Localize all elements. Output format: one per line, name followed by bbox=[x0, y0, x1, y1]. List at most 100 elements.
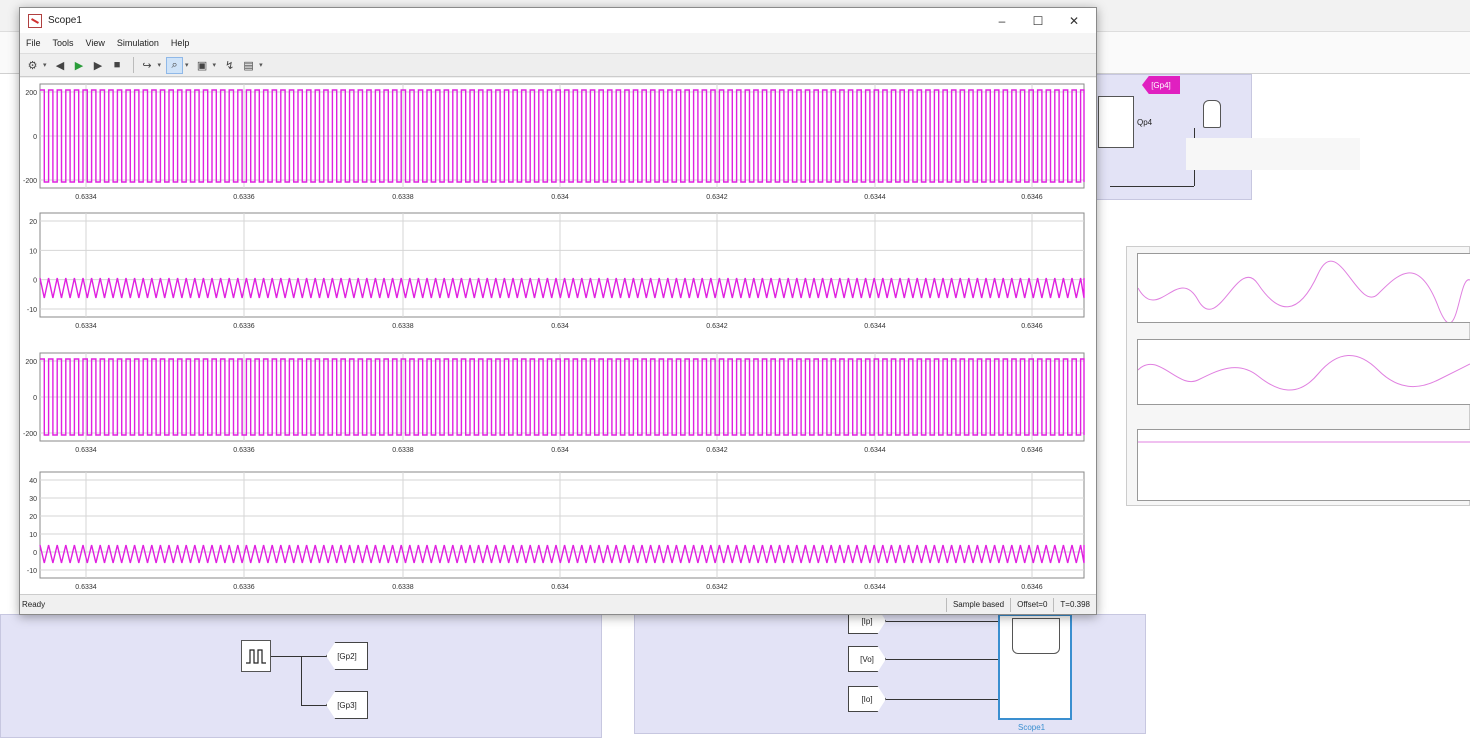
from-tag-io[interactable]: [Io] bbox=[848, 686, 886, 712]
axes-4-ytick-label: 30 bbox=[29, 496, 37, 503]
axes-2-xtick-label: 0.6338 bbox=[392, 323, 414, 330]
status-bar: Ready Sample based Offset=0 T=0.398 bbox=[20, 594, 1096, 614]
from-tag-io-label: [Io] bbox=[861, 694, 873, 704]
axes-2-xtick-label: 0.6334 bbox=[75, 323, 97, 330]
axes-2-ytick-label: 20 bbox=[29, 219, 37, 226]
step-back-icon[interactable]: ◀ bbox=[55, 59, 65, 72]
status-offset: Offset=0 bbox=[1010, 597, 1053, 612]
mini-axes-1 bbox=[1137, 253, 1470, 324]
axes-3-ytick-label: 200 bbox=[25, 359, 37, 366]
menu-simulation[interactable]: Simulation bbox=[116, 38, 159, 48]
highlight-icon[interactable]: ↪ bbox=[142, 59, 152, 72]
settings-icon[interactable]: ⚙ bbox=[27, 59, 38, 72]
wire bbox=[1110, 186, 1194, 187]
scope-plot-area[interactable]: 0.6334 0.6336 0.6338 0.634 0.6342 0.6344 0.634… bbox=[20, 78, 1096, 596]
chevron-down-icon[interactable]: ▾ bbox=[212, 62, 217, 69]
mosfet-block[interactable] bbox=[1098, 96, 1134, 148]
maximize-button[interactable]: ☐ bbox=[1032, 13, 1044, 28]
close-button[interactable]: ✕ bbox=[1068, 13, 1080, 28]
plots-svg[interactable]: 0.6334 0.6336 0.6338 0.634 0.6342 0.6344 0.634… bbox=[20, 78, 1096, 596]
axes-4-xtick-label: 0.6346 bbox=[1021, 584, 1043, 591]
axes-1-xtick-label: 0.6342 bbox=[706, 194, 728, 201]
zoom-icon[interactable]: ⌕ bbox=[166, 56, 184, 74]
minimize-button[interactable]: – bbox=[998, 13, 1006, 28]
mini-axes-3 bbox=[1137, 429, 1470, 501]
menu-file[interactable]: File bbox=[26, 38, 41, 48]
triggers-icon[interactable]: ↯ bbox=[224, 59, 235, 72]
chevron-down-icon[interactable]: ▾ bbox=[259, 62, 263, 69]
axes-3-xtick-label: 0.6342 bbox=[706, 447, 728, 454]
axes-2-frame bbox=[39, 212, 1085, 318]
axes-4-frame bbox=[39, 471, 1085, 579]
axes-1-xtick-label: 0.6336 bbox=[233, 194, 255, 201]
wire bbox=[886, 621, 998, 622]
chevron-down-icon[interactable]: ▾ bbox=[157, 62, 162, 69]
goto-tag-top[interactable]: [Gp4] bbox=[1142, 76, 1180, 94]
chevron-down-icon[interactable]: ▾ bbox=[185, 62, 189, 69]
from-tag-vo[interactable]: [Vo] bbox=[848, 646, 886, 672]
menu-tools[interactable]: Tools bbox=[52, 38, 74, 48]
window-title: Scope1 bbox=[48, 15, 82, 26]
status-mode: Sample based bbox=[945, 597, 1010, 612]
measurements-icon[interactable]: ▤ bbox=[243, 59, 254, 72]
mini-axes-2 bbox=[1137, 339, 1470, 405]
axes-4-ytick-label: -10 bbox=[27, 568, 37, 575]
axes-2-xtick-label: 0.634 bbox=[551, 323, 569, 330]
axes-1-xtick-label: 0.6346 bbox=[1021, 194, 1043, 201]
run-icon[interactable]: ▶ bbox=[74, 59, 84, 72]
wire bbox=[301, 656, 327, 657]
from-tag-ip-label: [Ip] bbox=[861, 616, 873, 626]
axes-4-ytick-label: 0 bbox=[33, 550, 37, 557]
chevron-down-icon[interactable]: ▾ bbox=[43, 62, 47, 69]
scope-window[interactable]: Scope1 – ☐ ✕ File Tools View Simulation … bbox=[19, 7, 1097, 615]
goto-tag-top-label: [Gp4] bbox=[1151, 80, 1171, 90]
goto-tag-gp3[interactable]: [Gp3] bbox=[326, 691, 368, 719]
step-forward-icon[interactable]: ▶ bbox=[93, 59, 103, 72]
axes-3-xtick-label: 0.634 bbox=[551, 447, 569, 454]
separator bbox=[132, 57, 134, 73]
axes-1-xtick-label: 0.634 bbox=[551, 194, 569, 201]
mosfet-label: Qp4 bbox=[1137, 118, 1153, 127]
axes-2-xtick-label: 0.6344 bbox=[864, 323, 886, 330]
scope-app-icon bbox=[28, 13, 42, 28]
axes-4-ytick-label: 20 bbox=[29, 514, 37, 521]
goto-tag-gp2[interactable]: [Gp2] bbox=[326, 642, 368, 670]
axes-4-signal-line bbox=[39, 544, 1085, 564]
scope-block[interactable] bbox=[998, 614, 1072, 720]
axes-3-xtick-label: 0.6334 bbox=[75, 447, 97, 454]
axes-2-xtick-label: 0.6342 bbox=[706, 323, 728, 330]
wire bbox=[886, 699, 998, 700]
menu-view[interactable]: View bbox=[85, 38, 105, 48]
scope-toolbar: ⚙ ▾ ◀ ▶ ▶ ■ ↪ ▾ ⌕ ▾ ▣ ▾ ↯ ▤ ▾ bbox=[20, 53, 1096, 77]
axes-4-xtick-label: 0.6338 bbox=[392, 584, 414, 591]
axes-2-ytick-label: 0 bbox=[33, 278, 37, 285]
axes-2-xtick-label: 0.6336 bbox=[233, 323, 255, 330]
wire bbox=[886, 659, 998, 660]
status-time: T=0.398 bbox=[1053, 597, 1096, 612]
axes-3-xtick-label: 0.6346 bbox=[1021, 447, 1043, 454]
axes-4-ytick-label: 40 bbox=[29, 478, 37, 485]
from-tag-vo-label: [Vo] bbox=[860, 654, 874, 664]
goto-tag-gp3-label: [Gp3] bbox=[337, 700, 357, 710]
menu-bar: File Tools View Simulation Help bbox=[20, 33, 1096, 53]
axes-4-xtick-label: 0.634 bbox=[551, 584, 569, 591]
axes-4-xtick-label: 0.6334 bbox=[75, 584, 97, 591]
scope-block-label: Scope1 bbox=[1018, 723, 1046, 732]
axes-2-ytick-label: -10 bbox=[27, 307, 37, 314]
ground-block[interactable] bbox=[1203, 100, 1221, 128]
wire bbox=[301, 656, 302, 706]
stop-icon[interactable]: ■ bbox=[113, 59, 121, 71]
axes-4-xtick-label: 0.6336 bbox=[233, 584, 255, 591]
title-bar[interactable]: Scope1 – ☐ ✕ bbox=[20, 8, 1096, 33]
menu-help[interactable]: Help bbox=[170, 38, 190, 48]
autoscale-icon[interactable]: ▣ bbox=[196, 59, 208, 72]
simulink-canvas[interactable]: [Gp4] Qp4 [Gp2] [Gp3] [Ip] [Vo] bbox=[0, 74, 1470, 738]
axes-1-xtick-label: 0.6344 bbox=[864, 194, 886, 201]
axes-4-xtick-label: 0.6344 bbox=[864, 584, 886, 591]
axes-1-signal-line bbox=[40, 89, 1085, 183]
pulse-generator-block[interactable] bbox=[241, 640, 271, 672]
axes-1-ytick-label: 0 bbox=[33, 134, 37, 141]
axes-2-signal-line bbox=[39, 277, 1085, 299]
scope-block-screen bbox=[1012, 618, 1060, 654]
